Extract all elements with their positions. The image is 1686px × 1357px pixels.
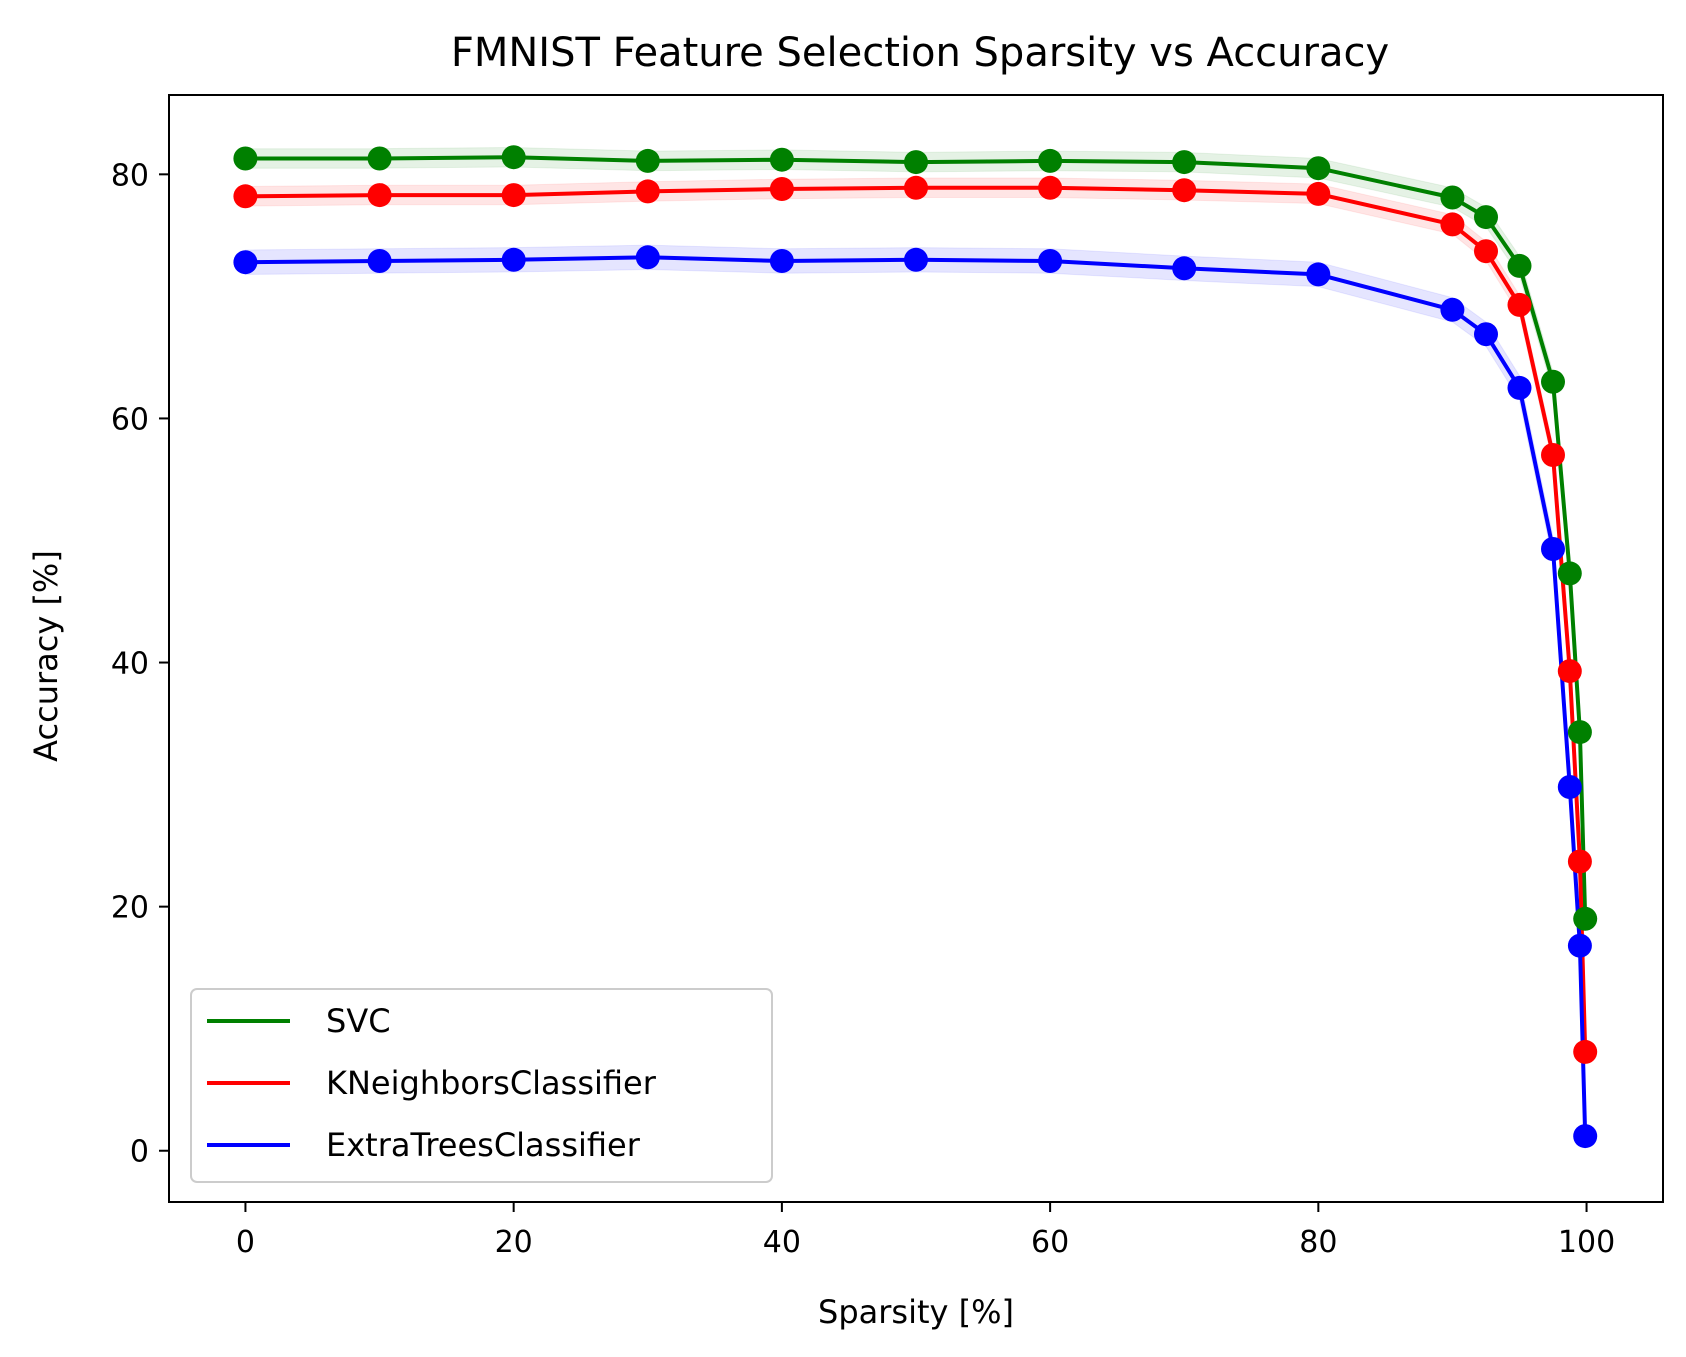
plot-frame	[168, 94, 1664, 1203]
extratreesclassifier-point	[233, 250, 258, 275]
svc-point	[1557, 561, 1582, 586]
kneighborsclassifier-point	[1541, 443, 1565, 467]
svc-point	[1573, 906, 1598, 931]
legend-items: SVC KNeighborsClassifier ExtraTreesClassif…	[207, 1002, 657, 1164]
extratreesclassifier-point	[367, 249, 392, 273]
legend-label: KNeighborsClassifier	[326, 1064, 657, 1102]
y-tick-label: 80	[111, 158, 149, 193]
extratreesclassifier-point	[1306, 262, 1331, 287]
legend: SVC KNeighborsClassifier ExtraTreesClassif…	[190, 988, 773, 1183]
extratreesclassifier-point	[501, 247, 526, 272]
x-tick-label: 0	[236, 1225, 255, 1260]
kneighborsclassifier-point	[635, 179, 660, 204]
kneighborsclassifier-point	[769, 177, 794, 201]
svc-point	[233, 146, 258, 171]
x-tick-label: 40	[763, 1225, 801, 1260]
extratreesclassifier-point	[1541, 537, 1565, 561]
svc-point	[1306, 156, 1331, 181]
kneighborsclassifier-point	[1474, 239, 1498, 264]
y-tick-label: 20	[111, 891, 149, 926]
kneighborsclassifier-point	[233, 184, 258, 209]
kneighborsclassifier-point	[1507, 292, 1532, 317]
svc-point	[1541, 369, 1565, 394]
kneighborsclassifier-point	[1567, 849, 1592, 874]
x-axis-label: Sparsity [%]	[818, 1293, 1014, 1331]
y-axis-ticks: 0 20 40 60 80	[111, 158, 169, 1170]
x-tick-label: 20	[495, 1225, 533, 1260]
x-tick-label: 100	[1558, 1225, 1615, 1260]
x-tick-label: 80	[1299, 1225, 1337, 1260]
svc-point	[1038, 148, 1063, 173]
chart-title: FMNIST Feature Selection Sparsity vs Acc…	[451, 30, 1389, 76]
svc-point	[904, 150, 928, 175]
y-tick-label: 60	[111, 402, 149, 437]
svc-point	[769, 147, 794, 172]
extratreesclassifier-point	[1172, 256, 1197, 281]
x-tick-label: 60	[1031, 1225, 1069, 1260]
svc-point	[1440, 185, 1465, 210]
kneighborsclassifier-point	[1557, 659, 1582, 684]
kneighborsclassifier-point	[367, 183, 392, 208]
kneighborsclassifier-point	[501, 183, 526, 208]
legend-label: SVC	[326, 1002, 391, 1040]
svc-line	[245, 155, 1588, 919]
extratreesclassifier-point	[1440, 297, 1465, 322]
extratreesclassifier-point	[1557, 775, 1582, 799]
kneighborsclassifier-point	[1440, 212, 1465, 237]
extratreesclassifier-point	[635, 245, 660, 270]
y-tick-label: 40	[111, 647, 149, 682]
y-axis-label: Accuracy [%]	[27, 550, 65, 762]
kneighborsclassifier-point	[1306, 181, 1331, 206]
kneighborsclassifier-point	[1172, 178, 1197, 203]
extratreesclassifier-point	[1567, 933, 1592, 958]
svc-point	[1172, 150, 1197, 175]
svc-point	[367, 146, 392, 171]
y-tick-label: 0	[130, 1135, 149, 1170]
x-axis-ticks: 0 20 40 60 80 100	[236, 1202, 1615, 1260]
extratreesclassifier-band	[244, 244, 1586, 1149]
svc-point	[501, 145, 526, 170]
svc-point	[1507, 253, 1532, 278]
svc-point	[1567, 720, 1592, 745]
svc-point	[635, 148, 660, 173]
svc-point	[1474, 205, 1498, 230]
kneighborsclassifier-point	[904, 175, 928, 200]
series-points	[233, 145, 1598, 1149]
extratreesclassifier-point	[1474, 322, 1498, 347]
extratreesclassifier-point	[904, 247, 928, 272]
extratreesclassifier-point	[1507, 375, 1532, 400]
kneighborsclassifier-line	[245, 185, 1588, 1052]
extratreesclassifier-point	[769, 249, 794, 273]
legend-box	[190, 988, 773, 1183]
legend-label: ExtraTreesClassifier	[326, 1126, 641, 1164]
extratreesclassifier-point	[1038, 249, 1063, 273]
extratreesclassifier-point	[1573, 1124, 1598, 1149]
kneighborsclassifier-point	[1573, 1039, 1598, 1064]
kneighborsclassifier-point	[1038, 175, 1063, 200]
